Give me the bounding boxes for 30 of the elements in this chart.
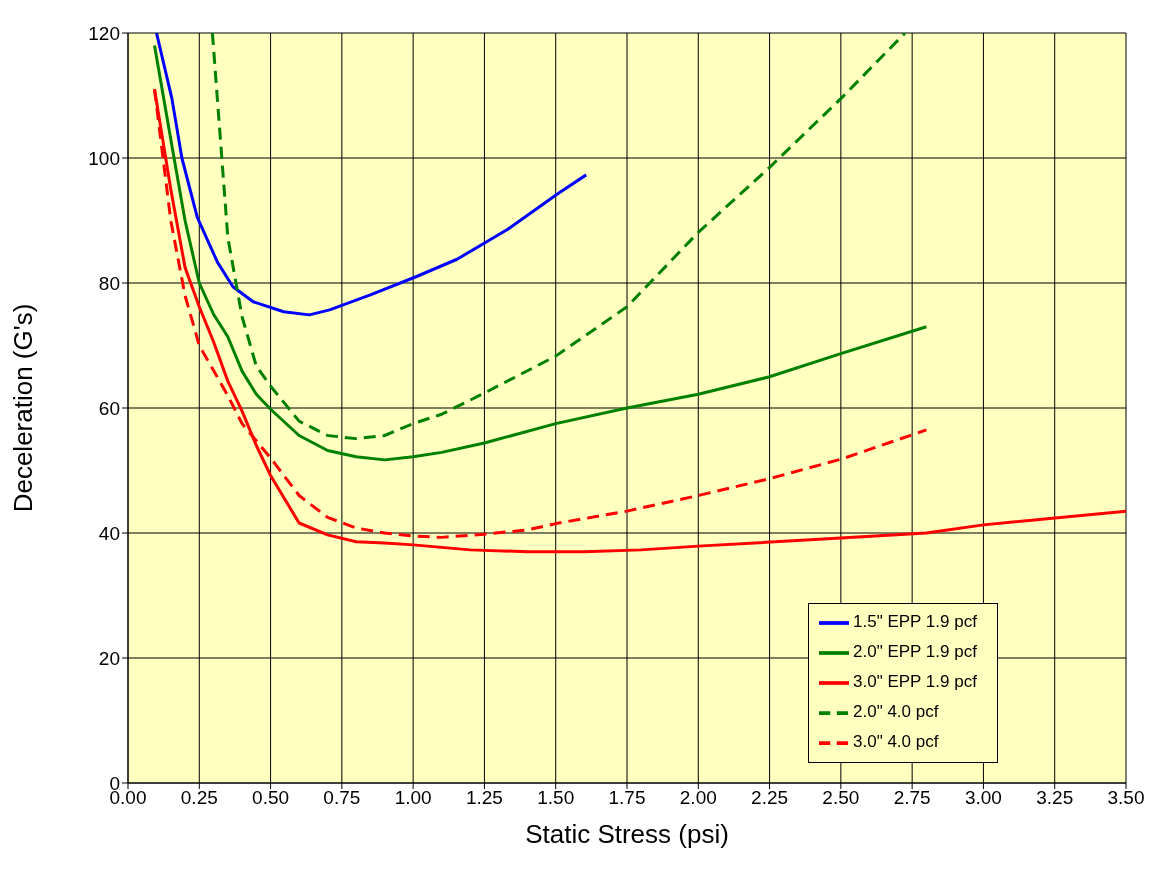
legend-label: 1.5" EPP 1.9 pcf [853, 612, 977, 632]
x-tick-label: 3.25 [1036, 787, 1074, 809]
x-tick-label: 3.50 [1107, 787, 1145, 809]
x-tick-label: 2.25 [751, 787, 789, 809]
line-series [155, 33, 588, 317]
x-tick-label: 1.75 [608, 787, 646, 809]
x-tick-label: 3.00 [964, 787, 1002, 809]
y-tick-label: 120 [88, 22, 120, 44]
x-tick-label: 0.75 [323, 787, 361, 809]
line-series [153, 44, 928, 462]
legend-label: 3.0" EPP 1.9 pcf [853, 672, 977, 692]
y-tick-label: 80 [98, 272, 120, 294]
y-tick-label: 100 [88, 147, 120, 169]
x-tick-label: 2.00 [679, 787, 717, 809]
x-tick-label: 1.50 [537, 787, 575, 809]
x-tick-label: 1.00 [394, 787, 432, 809]
x-tick-label: 1.25 [465, 787, 503, 809]
x-tick-label: 2.75 [893, 787, 931, 809]
legend-label: 2.0" EPP 1.9 pcf [853, 642, 977, 662]
x-tick-label: 0.25 [180, 787, 218, 809]
y-tick-label: 60 [98, 397, 120, 419]
legend-label: 2.0" 4.0 pcf [853, 702, 939, 722]
y-tick-label: 20 [98, 647, 120, 669]
x-tick-label: 2.50 [822, 787, 860, 809]
y-axis-title: Deceleration (G's) [8, 303, 39, 513]
line-series [210, 33, 907, 441]
x-tick-label: 0.50 [252, 787, 290, 809]
x-axis-title: Static Stress (psi) [525, 819, 729, 849]
legend-label: 3.0" 4.0 pcf [853, 732, 939, 752]
y-tick-label: 40 [98, 522, 120, 544]
